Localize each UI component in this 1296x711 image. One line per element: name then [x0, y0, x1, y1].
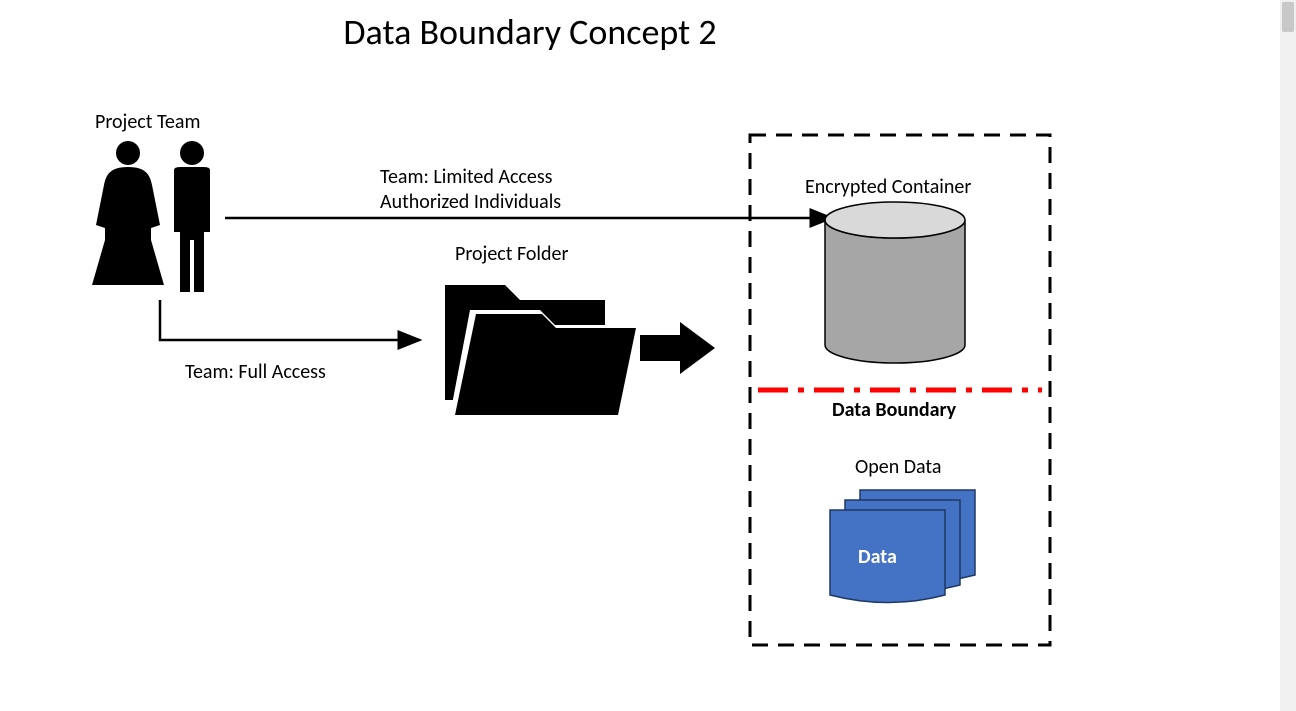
block-arrow-icon: [640, 322, 715, 374]
diagram-canvas: [0, 0, 1296, 711]
folder-icon: [445, 285, 640, 415]
label-data: Data: [858, 545, 897, 569]
data-stack-icon: [830, 490, 975, 603]
cylinder-icon: [825, 202, 965, 363]
people-icon-clean: [92, 140, 225, 300]
